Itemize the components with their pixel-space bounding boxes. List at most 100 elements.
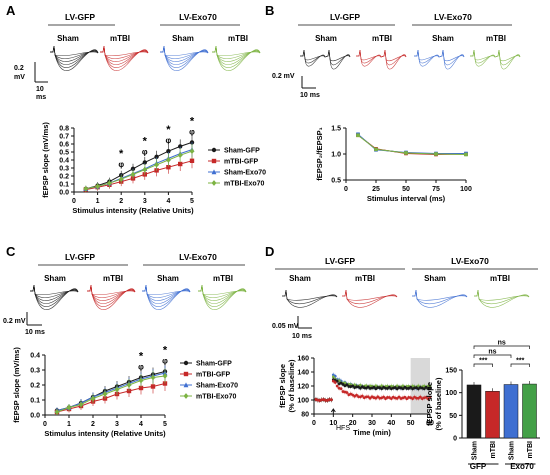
data-point [189, 148, 195, 155]
d-group-exo: Exo70 [510, 462, 534, 471]
a-header-gfp: LV-GFP [65, 12, 95, 22]
panel-label-a: A [6, 3, 16, 18]
y-axis-label: fEPSP slope [425, 382, 434, 426]
data-point [464, 152, 468, 157]
y-tick-label: 0.8 [59, 126, 69, 133]
legend-entry: mTBI-Exo70 [224, 181, 265, 188]
series-line [85, 149, 193, 190]
plots: 0.00.10.20.30.40.50.60.70.80 1 2 3 4 5Stimulu… [12, 115, 540, 465]
fepsp-trace [356, 49, 407, 70]
significance-bracket [473, 363, 493, 367]
data-point [380, 384, 384, 388]
recording-traces [30, 45, 530, 310]
a-trace-label: Sham [57, 34, 79, 43]
hfs-arrow [330, 408, 336, 414]
data-point [424, 395, 428, 399]
y-tick-label: 140 [297, 370, 309, 377]
x-tick-label: 10 [329, 420, 337, 427]
significance-mark: * [163, 345, 168, 357]
x-tick-label: 3 [143, 198, 147, 205]
d-scale-t: 10 ms [292, 333, 312, 340]
significance-bracket [510, 363, 530, 367]
y-axis-label: fEPSP slope (mV/ms) [41, 122, 50, 198]
data-point [166, 165, 171, 170]
data-point [330, 398, 333, 402]
data-point [434, 152, 438, 156]
y-tick-label: 100 [445, 390, 457, 397]
data-point [401, 387, 405, 391]
data-point [428, 395, 432, 399]
fepsp-trace [87, 284, 136, 298]
x-axis-label: Stimulus intensity (Relative Units) [44, 429, 166, 438]
x-axis-label: Time (min) [353, 428, 391, 437]
data-point [66, 404, 72, 411]
b-trace-label: Sham [315, 34, 337, 43]
data-point [166, 149, 171, 154]
significance-mark: φ [166, 136, 172, 145]
fepsp-trace [474, 289, 530, 308]
fepsp-trace [142, 284, 191, 298]
a-trace-label: mTBI [110, 34, 130, 43]
x-tick-label: 3 [115, 421, 119, 428]
data-point [417, 387, 420, 391]
fepsp-trace [412, 289, 468, 308]
data-point [366, 395, 370, 399]
x-tick-label: 0 [43, 421, 47, 428]
panel-label-d: D [265, 244, 274, 259]
data-point [178, 161, 183, 167]
x-tick-label: 50 [407, 420, 415, 427]
significance-label: ns [498, 340, 506, 347]
y-tick-label: 0.0 [59, 190, 69, 197]
legend-entry: Sham-GFP [196, 361, 232, 368]
bar [522, 383, 537, 439]
series-line [56, 375, 166, 413]
data-point [411, 397, 414, 401]
data-point [417, 384, 420, 388]
data-point [138, 385, 144, 391]
y-tick-label: 0 [453, 436, 457, 443]
data-point [355, 385, 358, 389]
bar-category-label: mTBI [490, 441, 497, 459]
x-tick-label: 40 [387, 420, 395, 427]
fepsp-trace [342, 289, 398, 308]
data-point [142, 166, 148, 173]
data-point [405, 387, 409, 390]
y-tick-label: 0.3 [30, 368, 40, 375]
y-tick-label: 0.2 [30, 383, 40, 390]
data-point [142, 160, 147, 165]
data-point [397, 395, 401, 399]
c-header-gfp: LV-GFP [65, 252, 95, 262]
x-tick-label: 2 [119, 198, 123, 205]
x-tick-label: 0 [344, 186, 348, 193]
legend-entry: Sham-GFP [224, 148, 260, 155]
fepsp-trace [198, 284, 247, 298]
y-tick-label: 0.5 [59, 150, 69, 157]
data-point [333, 381, 337, 384]
x-tick-label: 4 [139, 421, 143, 428]
c-trace-label: mTBI [103, 274, 123, 283]
data-point [366, 385, 370, 389]
b-scale-v: 0.2 mV [272, 73, 295, 80]
d-group-gfp: GFP [470, 462, 487, 471]
a-header-exo: LV-Exo70 [179, 12, 217, 22]
significance-mark: φ [162, 357, 168, 366]
significance-mark: φ [118, 160, 124, 169]
significance-mark: φ [189, 127, 195, 136]
d-scale-v: 0.05 mV [272, 323, 299, 330]
data-point [403, 395, 407, 399]
legend-entry: mTBI-Exo70 [196, 394, 237, 401]
d-header-exo: LV-Exo70 [451, 256, 489, 266]
data-point [165, 157, 171, 163]
a-scale-t-unit: ms [36, 94, 46, 101]
fepsp-trace [142, 284, 191, 310]
x-tick-label: 0 [312, 420, 316, 427]
y-tick-label: 0.0 [30, 413, 40, 420]
a-trace-label: Sham [172, 34, 194, 43]
fepsp-trace [100, 45, 149, 59]
data-point [83, 185, 89, 192]
data-point [154, 154, 159, 159]
data-point [211, 158, 217, 164]
data-point [150, 374, 156, 381]
significance-mark: φ [142, 147, 148, 156]
fepsp-trace [160, 45, 209, 71]
